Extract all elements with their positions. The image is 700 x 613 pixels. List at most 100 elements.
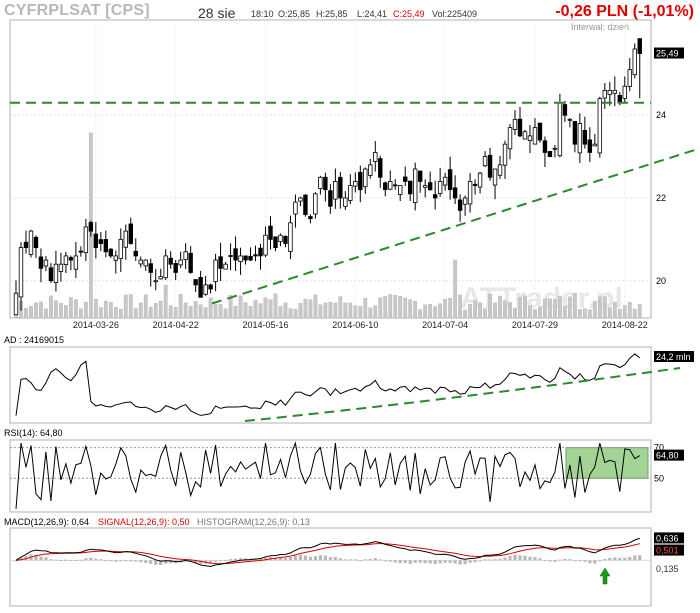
candle-body <box>412 168 418 203</box>
x-tick-label-3: 2014-06-10 <box>332 320 378 330</box>
ad-panel-frame <box>9 346 652 424</box>
candle-body <box>442 176 448 186</box>
candle-body <box>562 104 568 116</box>
candle-body <box>408 180 413 195</box>
histogram-bar <box>598 560 602 562</box>
volume-bar <box>378 297 383 319</box>
price-y-tick-2: 24 <box>656 110 666 120</box>
volume-bar <box>338 296 343 319</box>
candle-body <box>183 251 188 260</box>
candle-body <box>218 256 223 269</box>
candle-body <box>113 255 118 261</box>
candle-body <box>552 147 558 150</box>
candle-body <box>368 164 373 176</box>
candle-body <box>447 169 453 191</box>
volume-bar <box>453 259 458 319</box>
histogram-bar <box>503 557 507 561</box>
volume-bar <box>563 306 567 319</box>
candle-body <box>233 248 238 261</box>
candle-body <box>273 236 278 249</box>
volume-bar <box>572 293 577 319</box>
candle-body <box>542 140 548 153</box>
candle-body <box>18 247 24 298</box>
candle-body <box>263 234 268 256</box>
volume-bar <box>463 309 467 319</box>
price-last-value: 25,49 <box>656 49 679 59</box>
candle-body <box>93 233 99 249</box>
candle-body <box>432 194 438 199</box>
volume-bar <box>558 295 562 319</box>
candle-body <box>527 135 533 141</box>
volume-bar <box>373 305 378 319</box>
histogram-bar <box>413 560 417 563</box>
histogram-bar <box>99 559 103 561</box>
volume-bar <box>582 308 587 319</box>
quote-low: L:24,41 <box>357 9 388 19</box>
histogram-bar <box>283 557 288 561</box>
volume-bar <box>632 308 637 319</box>
volume-bar <box>313 294 318 319</box>
histogram-bar <box>593 560 597 564</box>
candle-body <box>78 250 84 253</box>
histogram-bar <box>548 560 552 562</box>
histogram-bar <box>323 555 327 561</box>
candle-body <box>467 181 473 205</box>
histogram-bar <box>104 560 108 562</box>
volume-bar <box>273 293 278 319</box>
histogram-bar <box>129 560 133 562</box>
candle-body <box>492 168 498 186</box>
candle-body <box>567 118 573 121</box>
volume-bar <box>44 308 48 319</box>
volume-bar <box>138 302 143 319</box>
candle-body <box>318 176 323 189</box>
candle-body <box>203 284 208 295</box>
histogram-bar <box>613 557 617 561</box>
candle-body <box>33 236 39 249</box>
volume-bar <box>288 308 293 319</box>
histogram-bar <box>608 557 612 561</box>
candle-body <box>353 181 358 187</box>
rsi-panel-title: RSI(14): 64,80 <box>4 428 63 438</box>
volume-bar <box>627 301 632 319</box>
candle-body <box>73 255 79 270</box>
volume-bar <box>478 302 482 319</box>
histogram-bar <box>633 555 637 561</box>
macd-panel-frame <box>9 527 652 607</box>
histogram-bar <box>628 556 632 561</box>
volume-bar <box>577 309 582 319</box>
candle-body <box>632 48 637 76</box>
x-tick-label-6: 2014-08-22 <box>602 320 648 330</box>
histogram-bar <box>214 560 218 562</box>
histogram-bar <box>243 558 248 561</box>
volume-bar <box>458 294 463 319</box>
candle-body <box>308 216 313 220</box>
histogram-bar <box>448 560 452 563</box>
candle-body <box>422 185 428 188</box>
histogram-bar <box>119 560 123 562</box>
volume-bar <box>343 302 348 319</box>
volume-bar <box>253 300 258 319</box>
volume-bar <box>183 302 188 319</box>
x-tick-label-5: 2014-07-29 <box>512 320 558 330</box>
histogram-bar <box>39 556 43 561</box>
histogram-bar <box>518 555 522 561</box>
histogram-bar <box>478 560 482 562</box>
histogram-bar <box>428 560 432 564</box>
candle-body <box>148 263 153 273</box>
candle-body <box>398 185 403 195</box>
quote-close: C:25,49 <box>393 9 425 19</box>
volume-bar <box>363 297 368 319</box>
histogram-bar <box>393 560 397 563</box>
volume-bar <box>68 297 73 319</box>
candle-body <box>293 201 298 215</box>
histogram-bar <box>433 560 437 565</box>
candle-body <box>393 184 398 187</box>
volume-bar <box>358 306 363 319</box>
histogram-bar <box>523 555 527 561</box>
x-tick-label-1: 2014-04-22 <box>153 320 199 330</box>
quote-time: 18:10 <box>251 9 274 19</box>
histogram-bar <box>508 556 512 561</box>
volume-bar <box>49 295 53 319</box>
volume-bar <box>637 304 642 319</box>
ad-panel-title: AD : 24169015 <box>4 335 64 345</box>
